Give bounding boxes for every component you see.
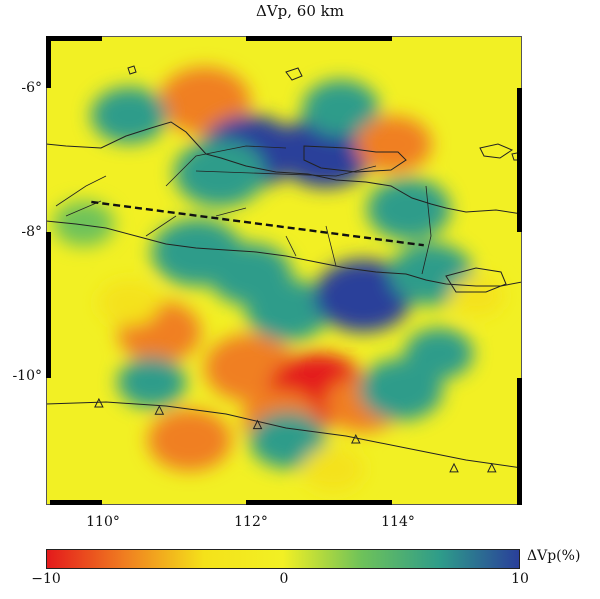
small-island-n <box>127 65 137 75</box>
anomaly-blob-21 <box>249 411 326 469</box>
small-island-ne <box>285 67 303 81</box>
anomaly-blob-14 <box>98 280 160 326</box>
trench-triangle-5 <box>486 462 497 473</box>
colorbar-label: ΔVp(%) <box>527 548 581 564</box>
coastlines <box>46 65 522 469</box>
madura-island <box>303 145 407 173</box>
tomography-map <box>46 36 522 505</box>
anomaly-blob-7 <box>366 178 451 241</box>
lat-label-6: -6° <box>21 80 42 96</box>
trench-triangle-1 <box>154 405 165 415</box>
trench-line <box>46 401 522 469</box>
bali-island <box>445 267 507 293</box>
dashed-profile-line <box>91 200 424 247</box>
colorbar-max-label: 10 <box>511 571 529 587</box>
lat-label-10: -10° <box>12 368 42 384</box>
anomaly-blob-24 <box>404 327 474 379</box>
trench-triangle-0 <box>94 397 104 408</box>
anomaly-blob-20 <box>117 356 187 408</box>
colorbar-mid-label: 0 <box>279 571 289 587</box>
lon-label-114: 114° <box>381 514 415 530</box>
lat-label-8: -8° <box>21 224 42 240</box>
anomaly-blob-10 <box>245 279 330 342</box>
trench-triangle-2 <box>252 419 263 430</box>
lon-label-112: 112° <box>234 514 268 530</box>
colorbar-min-label: −10 <box>31 571 61 587</box>
lon-label-110: 110° <box>86 514 120 530</box>
trench-triangles <box>94 397 497 473</box>
anomaly-blob-25 <box>52 200 115 247</box>
anomaly-blob-22 <box>302 446 364 492</box>
anomaly-blob-0 <box>159 67 251 135</box>
fault-lines <box>55 145 432 275</box>
map-border-ticks <box>46 36 522 505</box>
anomaly-blob-26 <box>449 275 504 316</box>
anomaly-blob-11 <box>314 259 413 333</box>
velocity-anomaly-layer <box>52 67 504 492</box>
trench-triangle-4 <box>449 462 459 473</box>
anomaly-blob-18 <box>147 409 232 472</box>
trench-triangle-3 <box>350 433 361 444</box>
map-title: ΔVp, 60 km <box>256 2 344 20</box>
java-north-coast <box>46 121 522 215</box>
anomaly-blob-1 <box>90 87 168 144</box>
small-island-e <box>479 143 514 159</box>
anomaly-blob-5 <box>302 79 379 137</box>
anomaly-blob-6 <box>355 116 432 173</box>
colorbar <box>46 549 520 569</box>
map-svg <box>46 36 522 505</box>
anomaly-blob-4 <box>174 139 266 207</box>
